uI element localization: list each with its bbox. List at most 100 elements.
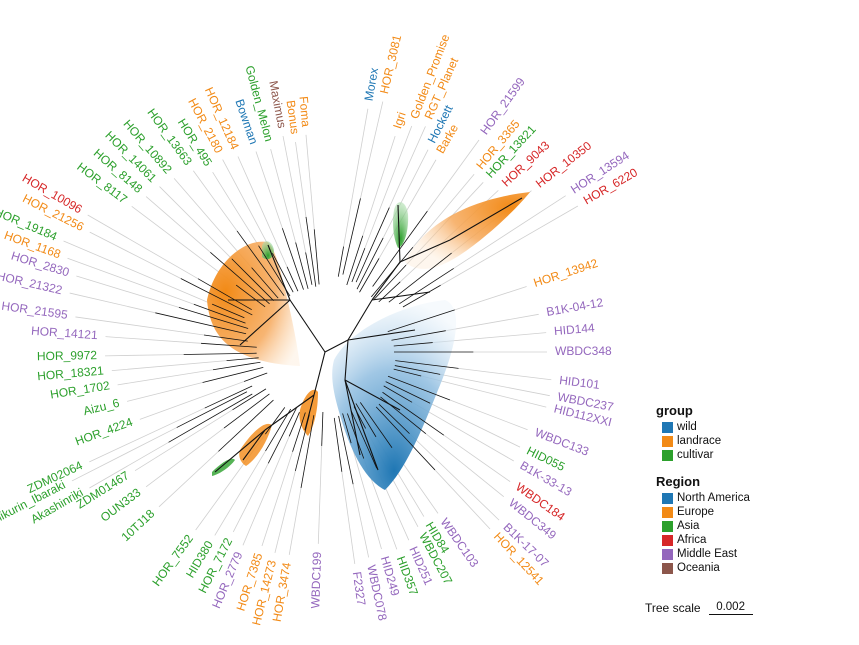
tree-branch [214,429,266,473]
tree-branch [264,394,315,431]
tree-branch [359,258,380,293]
tree-branch [375,406,436,471]
tree-branch [355,403,377,438]
leaf-guide-line [425,433,504,498]
leaf-label: 10TJ18 [118,506,157,544]
leaf-guide-line [126,382,203,402]
leaf-label: HOR_13942 [532,256,600,290]
leaf-guide-line [159,186,233,260]
tree-branch [382,391,445,436]
tree-branch [385,381,431,404]
leaf-guide-line [343,108,369,247]
tree-branch [347,329,416,341]
legend-label: North America [677,492,750,504]
legend-swatch [662,421,673,433]
tree-branch [342,198,361,275]
tree-branch [258,245,291,297]
tree-branch [232,388,267,411]
leaf-label: HOR_3081 [377,33,404,95]
leaf-guide-line [352,484,370,558]
tree-branch [346,413,365,459]
leaf-guide-line [214,450,266,536]
tree-branch [305,252,313,285]
clade-cultivar-left [262,241,274,260]
leaf-guide-line [454,286,527,311]
leaf-guide-line [274,470,296,553]
leaf-guide-line [449,399,528,431]
tree-branch [212,361,261,371]
legend-label: Middle East [677,548,738,560]
tree-branch [180,278,253,316]
legend-group-item: landrace [662,434,750,448]
leaf-label: Morex [362,67,382,102]
legend-region-item: Europe [662,505,750,519]
leaf-guide-line [212,172,259,246]
legend-group-item: wild [662,420,750,434]
legend-group-title: group [656,403,693,418]
leaf-guide-line [105,354,184,357]
tree-branch [344,379,379,471]
legend-label: Europe [677,506,715,518]
clade-cultivar-bottom-left [212,458,235,476]
tree-branch [231,258,274,301]
tree-branch [292,412,306,452]
tree-branch [176,391,248,428]
tree-branch [321,411,324,446]
tree-branch [204,385,253,409]
leaf-guide-line [295,142,307,217]
leaf-guide-line [261,451,293,547]
leaf-guide-line [388,126,426,208]
leaf-label: HOR_9972 [37,348,98,363]
leaf-guide-line [105,336,202,344]
leaf-guide-line [378,159,437,259]
tree-branch [399,239,451,263]
tree-branch [338,415,354,485]
leaf-guide-line [453,195,566,269]
legend-label: Oceania [677,562,720,574]
legend-label: wild [677,421,697,433]
tree-branch [350,410,378,469]
leaf-guide-line [158,451,219,508]
tree-branch [295,242,309,289]
tree-branch [203,334,248,342]
leaf-guide-line [421,375,547,408]
leaf-guide-line [76,275,180,308]
tree-branch [210,252,270,305]
tree-branch [346,235,364,286]
legend-label: Asia [677,520,700,532]
legend-swatch [662,548,673,560]
legend-region-item: Middle East [662,547,750,561]
leaf-guide-line [71,427,177,482]
tree-branch [265,407,286,435]
tree-branch [201,342,257,348]
tree-branch [202,366,264,383]
tree-branch [393,342,433,347]
legend-swatch [662,435,673,447]
tree-branch [183,352,257,355]
tree-branch [289,299,326,353]
legend-swatch [662,492,673,504]
legend-region-list: North America Europe Asia Africa Middle East… [652,491,750,575]
leaf-guide-line [242,436,290,546]
leaf-guide-line [364,125,413,249]
tree-branch [197,278,252,311]
tree-branch [355,207,390,283]
leaf-guide-line [341,471,356,564]
leaf-label: Aizu_6 [82,396,121,419]
leaf-label: HOR_1702 [49,378,111,401]
leaf-guide-line [288,487,302,555]
leaf-guide-line [445,313,539,332]
tree-scale-label: Tree scale [645,601,701,615]
leaf-label: Bonus [284,99,303,135]
tree-branch [387,309,455,332]
legend: group wild landrace cultivar Region North … [652,403,750,575]
tree-branch [388,252,452,303]
leaf-guide-line [458,367,552,381]
tree-branch [226,357,259,362]
leaf-label: HOR_18321 [37,363,105,383]
tree-branch [324,339,349,353]
leaf-guide-line [89,231,181,279]
clade-landrace-bottom-left [239,423,272,466]
leaf-label: Foma [296,96,313,128]
leaf-label: WBDC348 [555,344,612,358]
